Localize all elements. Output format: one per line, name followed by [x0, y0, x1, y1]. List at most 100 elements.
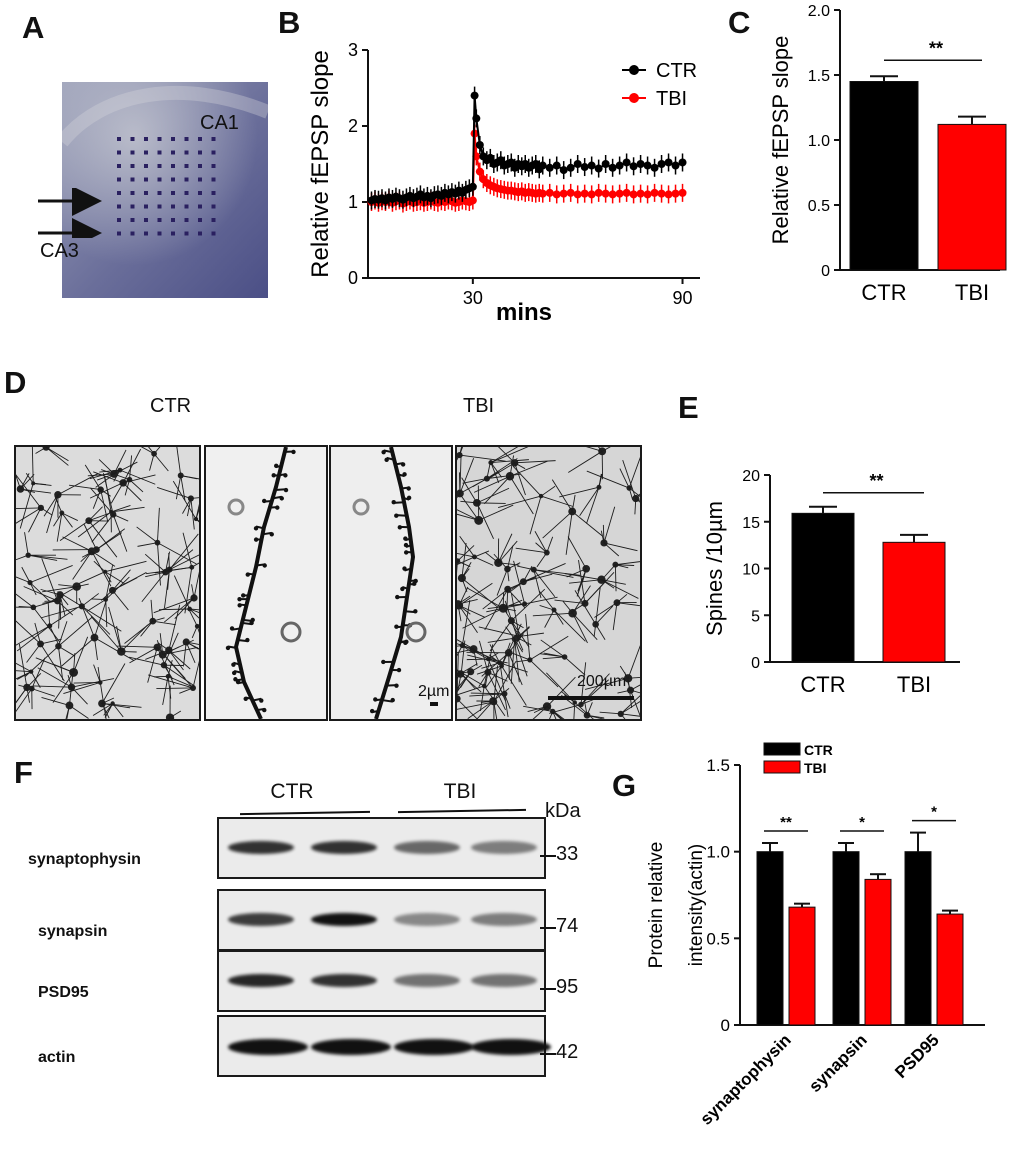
- b-point-ctr: [601, 160, 610, 168]
- neuron-process: [546, 676, 576, 707]
- neuron-process: [503, 693, 509, 718]
- spine-head: [235, 679, 241, 685]
- neuron-process: [506, 589, 509, 614]
- neuron-process: [583, 699, 588, 716]
- neuron-process: [502, 606, 512, 621]
- neuron-process: [174, 597, 195, 620]
- neuron-process: [169, 554, 199, 571]
- b-xtick-label: 30: [463, 288, 483, 308]
- spine-head: [406, 495, 412, 501]
- neuron-process: [634, 498, 637, 515]
- electrode: [171, 177, 175, 182]
- neuron-process: [112, 590, 129, 611]
- neuron-process: [467, 654, 500, 664]
- d-group-tbi: TBI: [463, 395, 495, 417]
- neuron-process: [153, 453, 169, 472]
- neuron-process: [100, 489, 109, 522]
- electrode: [211, 137, 216, 141]
- neuron-process: [69, 676, 73, 706]
- g-legend-label-ctr: CTR: [804, 742, 833, 758]
- dendrite-shaft: [233, 447, 288, 719]
- neuron-process: [524, 596, 558, 605]
- neuron-process: [476, 487, 510, 504]
- neuron-process: [26, 672, 42, 688]
- electrode: [144, 204, 148, 209]
- neuron-process: [58, 594, 61, 629]
- dendritic-spine: [381, 699, 393, 703]
- neuron-process: [147, 647, 158, 683]
- b-point-tbi: [545, 188, 554, 197]
- neuron-process: [84, 464, 102, 490]
- g-ytick-label: 1.0: [706, 843, 730, 862]
- neuron-process: [90, 598, 106, 600]
- neuron-process: [31, 688, 55, 697]
- neuron-process: [29, 582, 51, 602]
- e-ytick-label: 15: [742, 515, 760, 532]
- neuron-process: [457, 560, 471, 568]
- neuron-process: [490, 447, 529, 464]
- b-point-ctr: [573, 160, 582, 168]
- neuron-process: [543, 652, 565, 658]
- b-point-ctr: [657, 160, 666, 168]
- neuron-process: [137, 542, 158, 547]
- neuron-process: [18, 643, 28, 688]
- neuron-process: [172, 480, 197, 520]
- neuron-process: [497, 533, 513, 563]
- electrode: [211, 231, 216, 236]
- neuron-process: [129, 656, 165, 666]
- neuron-process: [156, 647, 175, 686]
- blot-row-label-psd95: PSD95: [38, 984, 89, 1001]
- neuron-process: [584, 677, 629, 690]
- neuron-process: [489, 620, 512, 652]
- neuron-process: [514, 638, 528, 677]
- electrode: [198, 137, 202, 141]
- neuron-process: [601, 579, 626, 585]
- neuron-process: [168, 604, 181, 651]
- b-point-tbi: [587, 190, 596, 199]
- b-series-line-ctr: [371, 95, 683, 202]
- b-point-tbi: [594, 188, 603, 197]
- neuron-process: [54, 496, 63, 514]
- neuron-process: [153, 447, 161, 455]
- neuron-process: [94, 637, 98, 661]
- neuron-soma: [582, 564, 591, 573]
- neuron-process: [457, 509, 479, 521]
- neuron-process: [542, 656, 565, 660]
- neuron-process: [154, 675, 169, 678]
- electrode: [117, 218, 121, 222]
- b-point-ctr: [475, 141, 484, 149]
- neuron-process: [176, 447, 182, 476]
- g-bar-tbi-synaptophysin: [788, 906, 816, 1026]
- b-point-ctr: [552, 161, 561, 170]
- neuron-process: [173, 575, 191, 610]
- neuron-process: [552, 711, 557, 719]
- electrode: [130, 137, 135, 141]
- neuron-process: [72, 551, 93, 580]
- electrode: [198, 191, 202, 195]
- spine-head: [403, 542, 409, 548]
- blot-row-label-synaptophysin: synaptophysin: [28, 851, 141, 868]
- electrode: [171, 164, 175, 168]
- neuron-process: [16, 670, 32, 673]
- neuron-process: [105, 560, 147, 573]
- neuron-process: [466, 587, 504, 609]
- electrode: [144, 164, 148, 168]
- neuron-process: [470, 692, 505, 695]
- b-point-tbi: [643, 190, 652, 199]
- blot-kda-value: 74: [556, 915, 579, 937]
- spine-head: [262, 707, 267, 713]
- electrode: [144, 218, 148, 222]
- blot-kda-tick: [540, 1053, 556, 1055]
- neuron-process: [486, 473, 522, 480]
- c-bar-ctr: [849, 81, 919, 271]
- b-point-tbi: [615, 189, 624, 198]
- neuron-process: [534, 531, 548, 553]
- b-point-tbi: [657, 189, 666, 198]
- neuron-process: [87, 473, 115, 477]
- micrograph-tbi-overview: [455, 445, 642, 721]
- electrode: [184, 218, 189, 222]
- neuron-process: [487, 603, 525, 610]
- electrode: [171, 150, 175, 155]
- neuron-process: [101, 703, 110, 719]
- spine-head: [253, 526, 259, 531]
